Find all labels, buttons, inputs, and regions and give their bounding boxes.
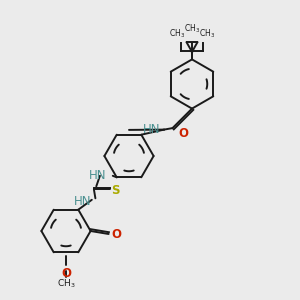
Text: HN: HN	[74, 195, 91, 208]
Text: S: S	[111, 184, 120, 197]
Text: O: O	[111, 227, 121, 241]
Text: CH$_3$: CH$_3$	[57, 278, 75, 290]
Text: O: O	[178, 127, 188, 140]
Text: HN: HN	[143, 123, 160, 136]
Text: CH$_3$: CH$_3$	[199, 27, 215, 40]
Text: O: O	[61, 267, 71, 280]
Text: HN: HN	[89, 169, 107, 182]
Text: CH$_3$: CH$_3$	[169, 27, 185, 40]
Text: CH$_3$: CH$_3$	[184, 22, 200, 35]
